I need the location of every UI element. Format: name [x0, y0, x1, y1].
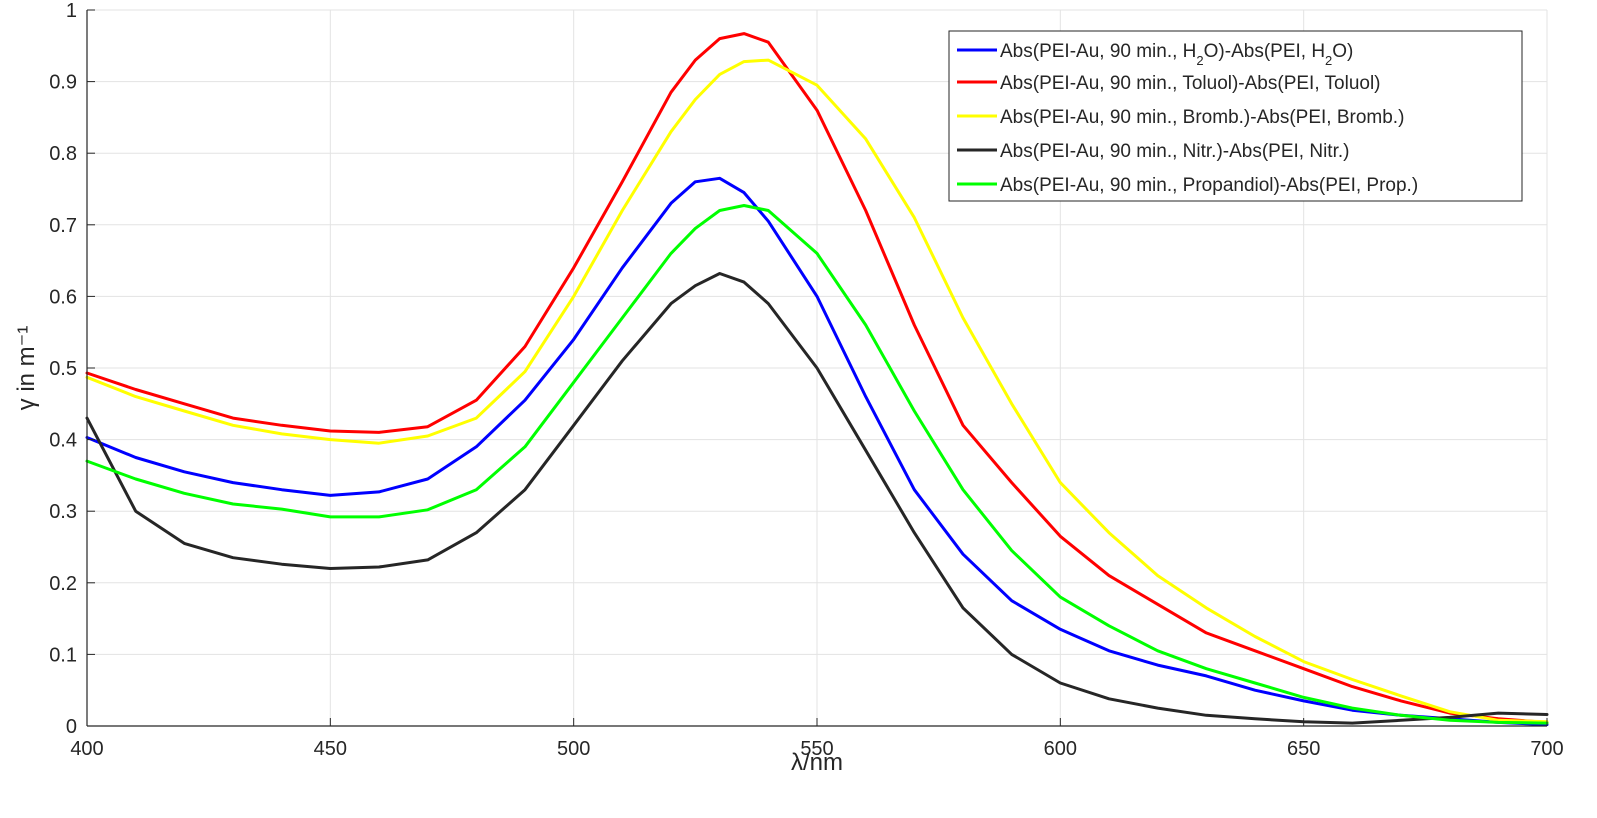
x-tick-label: 550 — [800, 738, 833, 760]
y-tick-label: 0 — [66, 716, 77, 738]
series-line-3 — [85, 272, 1549, 725]
legend-text-part: Abs(PEI-Au, 90 min., Nitr.)-Abs(PEI, Nit… — [1000, 141, 1349, 162]
y-tick-label: 0.1 — [49, 644, 77, 666]
x-axis-title: λ/nm — [791, 749, 843, 776]
x-tick-label: 700 — [1530, 738, 1563, 760]
y-axis-title: γ in m⁻¹ — [13, 326, 40, 411]
tick-labels: 400 450 500 550 600 650 700 0 0.1 0.2 0.3 0.4 0.5 0.6… — [49, 0, 1564, 760]
legend-text-part: O)-Abs(PEI, H — [1204, 41, 1325, 62]
legend-label-0: Abs(PEI-Au, 90 min., H2O)-Abs(PEI, H2O) — [1000, 41, 1353, 68]
series-line-2 — [85, 58, 1549, 724]
legend-label-1: Abs(PEI-Au, 90 min., Toluol)-Abs(PEI, To… — [1000, 73, 1381, 94]
legend-text-part: Abs(PEI-Au, 90 min., Toluol)-Abs(PEI, To… — [1000, 73, 1381, 94]
y-tick-label: 0.6 — [49, 286, 77, 308]
legend-text-part: Abs(PEI-Au, 90 min., Propandiol)-Abs(PEI… — [1000, 175, 1418, 196]
y-tick-label: 0.3 — [49, 501, 77, 523]
series-line-4 — [85, 204, 1549, 725]
y-tick-label: 0.9 — [49, 72, 77, 94]
legend-label-3: Abs(PEI-Au, 90 min., Nitr.)-Abs(PEI, Nit… — [1000, 141, 1349, 162]
legend-text-part: Abs(PEI-Au, 90 min., Bromb.)-Abs(PEI, Br… — [1000, 107, 1404, 128]
y-tick-label: 0.7 — [49, 215, 77, 237]
legend: Abs(PEI-Au, 90 min., H2O)-Abs(PEI, H2O)A… — [948, 30, 1523, 202]
series-line-1 — [85, 32, 1549, 724]
y-tick-label: 0.4 — [49, 430, 77, 452]
series-line-0 — [85, 176, 1549, 727]
x-tick-label: 600 — [1044, 738, 1077, 760]
legend-subscript: 2 — [1196, 53, 1203, 68]
y-tick-label: 1 — [66, 0, 77, 22]
series-lines — [85, 32, 1549, 727]
legend-label-4: Abs(PEI-Au, 90 min., Propandiol)-Abs(PEI… — [1000, 175, 1418, 196]
x-tick-label: 650 — [1287, 738, 1320, 760]
legend-box — [948, 30, 1523, 202]
y-tick-label: 0.5 — [49, 358, 77, 380]
y-tick-label: 0.2 — [49, 573, 77, 595]
x-tick-label: 450 — [314, 738, 347, 760]
legend-label-2: Abs(PEI-Au, 90 min., Bromb.)-Abs(PEI, Br… — [1000, 107, 1404, 128]
axes — [86, 9, 1548, 727]
x-tick-label: 400 — [70, 738, 103, 760]
legend-text-part: O) — [1332, 41, 1353, 62]
legend-subscript: 2 — [1325, 53, 1332, 68]
y-tick-label: 0.8 — [49, 143, 77, 165]
legend-text-part: Abs(PEI-Au, 90 min., H — [1000, 41, 1196, 62]
x-tick-label: 500 — [557, 738, 590, 760]
